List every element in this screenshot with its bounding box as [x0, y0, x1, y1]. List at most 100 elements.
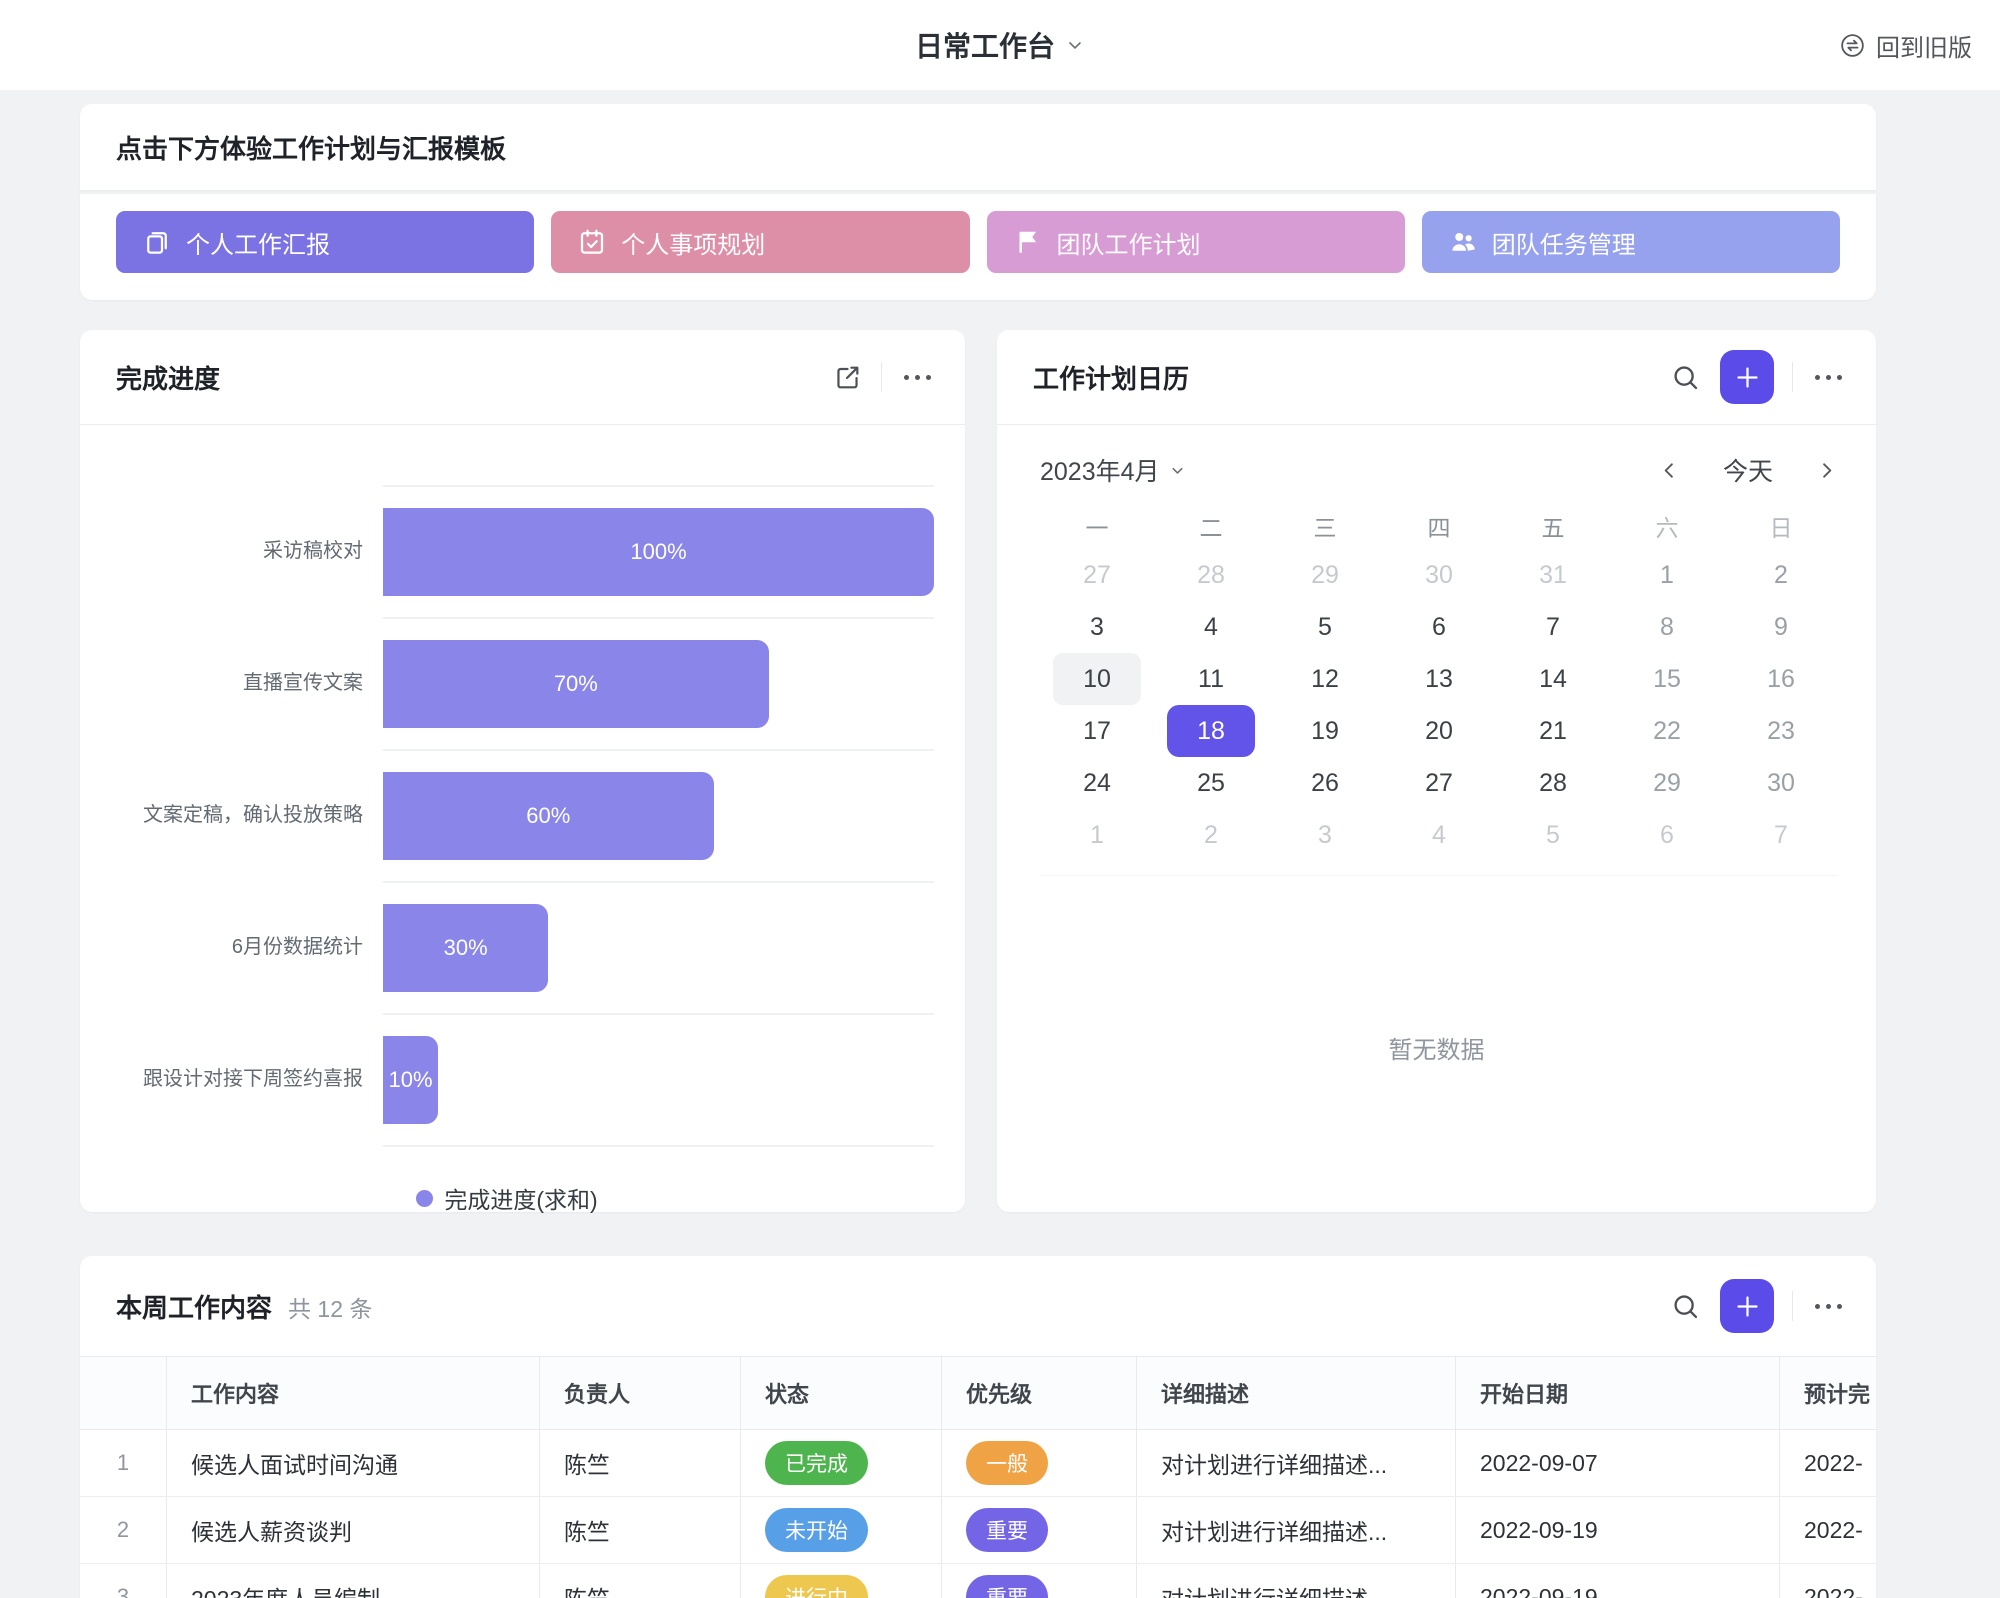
add-record-button[interactable]: [1720, 1279, 1774, 1333]
calendar-day[interactable]: 1: [1660, 560, 1674, 589]
calendar-day[interactable]: 1: [1090, 820, 1104, 849]
priority-cell[interactable]: 重要: [941, 1564, 1136, 1598]
description-cell[interactable]: 对计划进行详细描述...: [1136, 1564, 1455, 1598]
calendar-day[interactable]: 2: [1774, 560, 1788, 589]
calendar-day[interactable]: 28: [1539, 768, 1567, 797]
workspace-switcher[interactable]: 日常工作台: [915, 0, 1085, 90]
calendar-day[interactable]: 26: [1311, 768, 1339, 797]
calendar-day[interactable]: 11: [1198, 664, 1224, 693]
due-date-cell[interactable]: 2022-: [1779, 1430, 1876, 1496]
table-row[interactable]: 1 候选人面试时间沟通 陈竺 已完成 一般 对计划进行详细描述... 2022-…: [80, 1430, 1876, 1497]
status-cell[interactable]: 进行中: [740, 1564, 941, 1598]
table-row[interactable]: 3 2023年度人员编制 陈竺 进行中 重要 对计划进行详细描述... 2022…: [80, 1564, 1876, 1598]
task-cell[interactable]: 候选人面试时间沟通: [166, 1430, 539, 1496]
calendar-day[interactable]: 29: [1311, 560, 1339, 589]
more-icon[interactable]: [1811, 371, 1846, 384]
personal-task-plan-button[interactable]: 个人事项规划: [551, 211, 970, 273]
more-icon[interactable]: [1811, 1300, 1846, 1313]
calendar-day[interactable]: 9: [1774, 612, 1788, 641]
column-header[interactable]: 状态: [740, 1357, 941, 1429]
priority-cell[interactable]: 一般: [941, 1430, 1136, 1496]
team-task-manage-button[interactable]: 团队任务管理: [1421, 211, 1840, 273]
column-header[interactable]: 开始日期: [1455, 1357, 1779, 1429]
calendar-day[interactable]: 28: [1197, 560, 1225, 589]
status-cell[interactable]: 已完成: [740, 1430, 941, 1496]
column-header[interactable]: 详细描述: [1136, 1357, 1455, 1429]
calendar-day[interactable]: 5: [1546, 820, 1560, 849]
calendar-day[interactable]: 27: [1425, 768, 1453, 797]
calendar-day[interactable]: 15: [1653, 664, 1681, 693]
calendar-day[interactable]: 6: [1660, 820, 1674, 849]
search-button[interactable]: [1669, 361, 1702, 394]
calendar-day[interactable]: 23: [1767, 716, 1795, 745]
team-work-plan-button[interactable]: 团队工作计划: [986, 211, 1405, 273]
owner-cell[interactable]: 陈竺: [539, 1564, 740, 1598]
back-to-old-link[interactable]: 回到旧版: [1839, 0, 1972, 90]
calendar-day[interactable]: 16: [1767, 664, 1795, 693]
calendar-day[interactable]: 31: [1539, 560, 1567, 589]
calendar-day[interactable]: 6: [1432, 612, 1446, 641]
today-button[interactable]: 今天: [1717, 451, 1779, 489]
column-header[interactable]: 预计完: [1779, 1357, 1876, 1429]
calendar-day[interactable]: 5: [1318, 612, 1332, 641]
progress-bar[interactable]: 10%: [383, 1036, 439, 1124]
status-cell[interactable]: 未开始: [740, 1497, 941, 1563]
table-row[interactable]: 2 候选人薪资谈判 陈竺 未开始 重要 对计划进行详细描述... 2022-09…: [80, 1497, 1876, 1564]
column-header[interactable]: 工作内容: [166, 1357, 539, 1429]
calendar-day[interactable]: 27: [1083, 560, 1111, 589]
calendar-day[interactable]: 21: [1539, 716, 1567, 745]
calendar-day[interactable]: 10: [1040, 653, 1154, 705]
due-date-cell[interactable]: 2022-: [1779, 1564, 1876, 1598]
calendar-day[interactable]: 7: [1774, 820, 1788, 849]
prev-month-button[interactable]: [1658, 459, 1681, 482]
calendar-day[interactable]: 4: [1204, 612, 1218, 641]
progress-bar[interactable]: 30%: [383, 904, 549, 992]
start-date-cell[interactable]: 2022-09-19: [1455, 1564, 1779, 1598]
month-selector[interactable]: 2023年4月: [1040, 452, 1186, 488]
more-icon[interactable]: [900, 371, 935, 384]
priority-cell[interactable]: 重要: [941, 1497, 1136, 1563]
calendar-day[interactable]: 18: [1154, 705, 1268, 757]
calendar-day[interactable]: 13: [1425, 664, 1453, 693]
owner-cell[interactable]: 陈竺: [539, 1430, 740, 1496]
calendar-day[interactable]: 8: [1660, 612, 1674, 641]
chevron-down-icon: [1172, 467, 1183, 474]
calendar-day[interactable]: 19: [1311, 716, 1339, 745]
due-date-cell[interactable]: 2022-: [1779, 1497, 1876, 1563]
calendar-day[interactable]: 30: [1767, 768, 1795, 797]
calendar-day[interactable]: 30: [1425, 560, 1453, 589]
description-cell[interactable]: 对计划进行详细描述...: [1136, 1497, 1455, 1563]
column-header[interactable]: 优先级: [941, 1357, 1136, 1429]
calendar-day[interactable]: 17: [1083, 716, 1111, 745]
calendar-day[interactable]: 12: [1311, 664, 1339, 693]
task-cell[interactable]: 2023年度人员编制: [166, 1564, 539, 1598]
calendar-day[interactable]: 22: [1653, 716, 1681, 745]
calendar-day[interactable]: 2: [1204, 820, 1218, 849]
calendar-day[interactable]: 14: [1539, 664, 1567, 693]
topbar: 日常工作台 回到旧版: [0, 0, 2000, 90]
start-date-cell[interactable]: 2022-09-07: [1455, 1430, 1779, 1496]
personal-work-report-button[interactable]: 个人工作汇报: [116, 211, 535, 273]
progress-bar[interactable]: 60%: [383, 772, 714, 860]
task-cell[interactable]: 候选人薪资谈判: [166, 1497, 539, 1563]
calendar-day[interactable]: 24: [1083, 768, 1111, 797]
owner-cell[interactable]: 陈竺: [539, 1497, 740, 1563]
add-event-button[interactable]: [1720, 350, 1774, 404]
open-in-new-button[interactable]: [832, 362, 863, 393]
calendar-day[interactable]: 20: [1425, 716, 1453, 745]
progress-bar[interactable]: 70%: [383, 640, 769, 728]
legend-dot-icon: [416, 1189, 434, 1207]
column-header[interactable]: 负责人: [539, 1357, 740, 1429]
calendar-day[interactable]: 29: [1653, 768, 1681, 797]
next-month-button[interactable]: [1815, 459, 1838, 482]
calendar-day[interactable]: 3: [1090, 612, 1104, 641]
chart-category-label: 直播宣传文案: [243, 671, 363, 694]
calendar-day[interactable]: 4: [1432, 820, 1446, 849]
calendar-day[interactable]: 3: [1318, 820, 1332, 849]
progress-bar[interactable]: 100%: [383, 508, 934, 596]
search-button[interactable]: [1669, 1290, 1702, 1323]
calendar-day[interactable]: 25: [1197, 768, 1225, 797]
description-cell[interactable]: 对计划进行详细描述...: [1136, 1430, 1455, 1496]
start-date-cell[interactable]: 2022-09-19: [1455, 1497, 1779, 1563]
calendar-day[interactable]: 7: [1546, 612, 1560, 641]
